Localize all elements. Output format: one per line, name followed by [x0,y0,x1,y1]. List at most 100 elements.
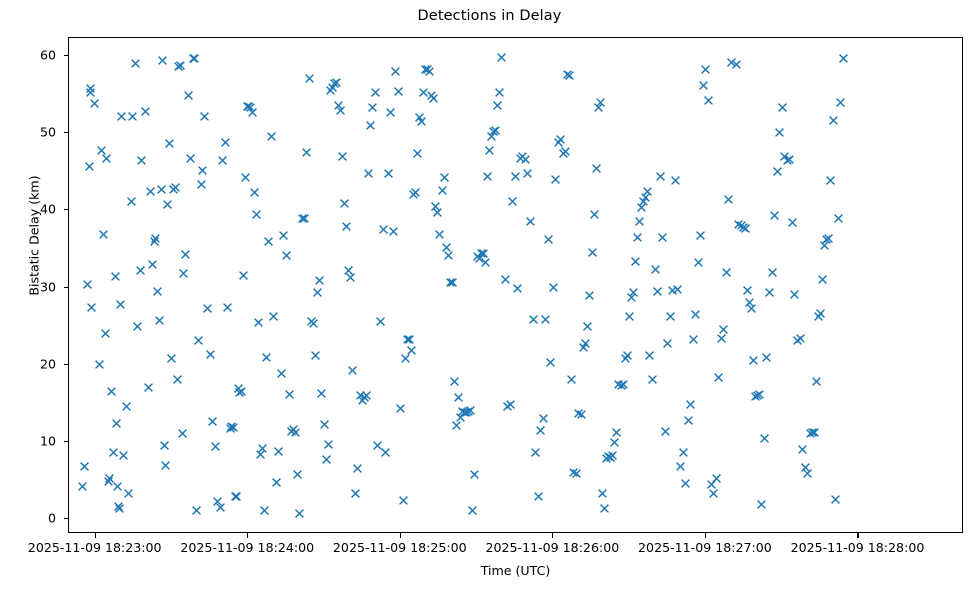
scatter-point [561,68,574,81]
scatter-point [725,56,738,69]
scatter-point [462,405,475,418]
scatter-point [659,425,672,438]
scatter-point [594,96,607,109]
scatter-point [837,52,850,65]
scatter-point [351,462,364,475]
scatter-point [621,349,634,362]
x-tick-mark [399,533,401,538]
scatter-point [153,314,166,327]
scatter-point [401,333,414,346]
y-tick-label: 50 [39,124,56,140]
scatter-point [332,99,345,112]
scatter-point [760,351,773,364]
scatter-point [219,136,232,149]
x-tick-label: 2025-11-09 18:26:00 [485,540,620,555]
scatter-point [471,250,484,263]
scatter-point [588,208,601,221]
scatter-point [413,111,426,124]
scatter-point [442,249,455,262]
scatter-point [394,402,407,415]
scatter-point [272,445,285,458]
scatter-point [489,124,502,137]
scatter-point [172,60,185,73]
scatter-point [749,390,762,403]
scatter-point [705,478,718,491]
scatter-point [403,333,416,346]
scatter-point [559,145,572,158]
scatter-point [687,333,700,346]
scatter-point [697,79,710,92]
scatter-point [239,171,252,184]
scatter-point [468,468,481,481]
scatter-point [387,225,400,238]
scatter-point [146,258,159,271]
scatter-point [773,126,786,139]
scatter-point [646,373,659,386]
scatter-point [267,310,280,323]
scatter-point [232,382,245,395]
scatter-point [834,96,847,109]
scatter-point [827,114,840,127]
scatter-point [188,52,201,65]
scatter-point [179,248,192,261]
scatter-point [524,215,537,228]
scatter-point [112,500,125,513]
scatter-point [374,315,387,328]
scatter-point [812,310,825,323]
y-tick-label: 0 [47,510,56,526]
scatter-point [95,144,108,157]
scatter-point [491,99,504,112]
scatter-point [371,439,384,452]
scatter-point [289,426,302,439]
scatter-point [452,391,465,404]
scatter-point [433,228,446,241]
scatter-point [717,323,730,336]
scatter-point [810,375,823,388]
scatter-point [131,320,144,333]
scatter-point [315,387,328,400]
scatter-point [832,212,845,225]
scatter-point [715,332,728,345]
scatter-point [532,490,545,503]
scatter-point [216,154,229,167]
scatter-point [195,178,208,191]
scatter-point [326,81,339,94]
scatter-point [405,344,418,357]
scatter-point [198,110,211,123]
scatter-point [102,475,115,488]
scatter-point [778,150,791,163]
scatter-point [651,285,664,298]
scatter-point [801,467,814,480]
scatter-point [399,352,412,365]
scatter-point [366,101,379,114]
scatter-point [149,232,162,245]
scatter-point [466,504,479,517]
scatter-point [165,352,178,365]
scatter-point [514,152,527,165]
scatter-point [577,341,590,354]
scatter-point [567,466,580,479]
scatter-point [737,221,750,234]
scatter-point [639,191,652,204]
scatter-point [820,233,833,246]
y-tick-label: 30 [39,279,56,295]
scatter-point [300,146,313,159]
scatter-point [511,282,524,295]
scatter-point [120,400,133,413]
scatter-point [692,256,705,269]
scatter-point [342,264,355,277]
scatter-point [83,160,96,173]
scatter-point [379,446,392,459]
scatter-point [209,440,222,453]
scatter-point [710,472,723,485]
scatter-point [336,150,349,163]
scatter-point [250,208,263,221]
scatter-point [103,472,116,485]
scatter-point [495,51,508,64]
scatter-point [156,54,169,67]
scatter-point [824,174,837,187]
scatter-point [763,286,776,299]
plot-area[interactable] [68,37,963,533]
x-tick-mark [704,533,707,538]
scatter-point [129,57,142,70]
